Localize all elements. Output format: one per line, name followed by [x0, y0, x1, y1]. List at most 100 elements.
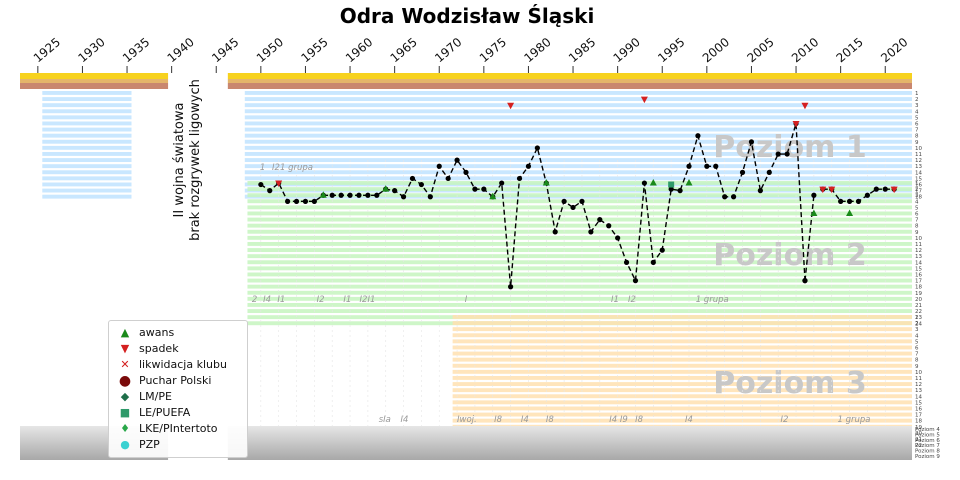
right-tick-l2-3: 3 — [915, 193, 919, 199]
placement-point-0-1987 — [588, 229, 594, 235]
placement-point-0-1958 — [329, 192, 335, 198]
right-tick-l1-1: 1 — [915, 91, 919, 97]
marker-awans-0 — [319, 191, 327, 198]
group-label-17: I8 — [494, 415, 503, 425]
level2-row-22-0 — [247, 309, 912, 313]
level2-row-2-0 — [247, 187, 912, 191]
right-tick-l2-22: 22 — [915, 309, 922, 315]
level3-row-11-0 — [452, 376, 912, 380]
level2-row-15-0 — [247, 266, 912, 271]
level3-row-5-0 — [452, 339, 912, 344]
placement-point-2-2017 — [855, 198, 862, 204]
marker-spadek-8 — [275, 180, 283, 188]
placement-point-0-1989 — [606, 223, 612, 229]
placement-point-0-1990 — [615, 235, 621, 241]
level2-row-6-0 — [247, 211, 912, 216]
placement-point-2-2018 — [864, 192, 871, 198]
placement-point-0-2001 — [713, 163, 719, 169]
level1-row-6-1 — [244, 121, 912, 126]
level3-row-2-0 — [452, 321, 912, 325]
right-tick-l3-19: 19 — [915, 425, 922, 431]
marker-le-16 — [668, 181, 675, 188]
right-tick-l2-19: 19 — [915, 291, 922, 297]
right-tick-l3-16: 16 — [915, 407, 922, 413]
right-tick-l2-8: 8 — [915, 224, 919, 230]
level2-row-12-0 — [247, 248, 912, 252]
x-tick-label-1985: 1985 — [566, 35, 598, 65]
level1-row-11-0 — [42, 152, 132, 156]
right-tick-l1-4: 4 — [915, 109, 919, 115]
level3-row-18-0 — [452, 418, 912, 423]
x-tick-label-1990: 1990 — [611, 35, 643, 65]
group-label-6: I2 — [317, 295, 325, 305]
right-tick-l3-15: 15 — [915, 400, 922, 406]
level1-row-3-0 — [42, 103, 132, 108]
placement-point-0-1977 — [499, 180, 505, 186]
x-tick-label-2005: 2005 — [744, 35, 776, 65]
war-note-line-1: II wojna światowa — [172, 102, 187, 218]
level1-row-7-1 — [244, 127, 912, 132]
level1-row-8-0 — [42, 133, 132, 138]
level1-row-14-1 — [244, 170, 912, 175]
placement-point-0-2005 — [748, 139, 755, 145]
level3-row-1-0 — [452, 315, 912, 319]
right-tick-l2-14: 14 — [915, 260, 922, 266]
group-label-24: 1 grupa — [838, 415, 871, 425]
level1-row-16-0 — [42, 182, 132, 187]
level1-watermark: Poziom 1 — [713, 130, 867, 165]
right-tick-l1-3: 3 — [915, 103, 919, 109]
x-tick-label-2010: 2010 — [789, 35, 821, 65]
dot-icon: ● — [120, 438, 130, 451]
x-tick-label-1970: 1970 — [432, 35, 464, 65]
thin-diamond-icon: ♦ — [120, 422, 130, 435]
placement-point-0-2006 — [757, 188, 763, 194]
right-tick-l3-3: 3 — [915, 327, 919, 333]
level2-row-17-0 — [247, 278, 912, 283]
legend-item-lepuefa: ■ LE/PUEFA — [115, 405, 190, 421]
placement-point-0-1960 — [347, 192, 353, 198]
marker-spadek-14 — [828, 186, 836, 194]
right-tick-l3-11: 11 — [915, 376, 922, 382]
triangle-up-icon: ▲ — [120, 326, 130, 339]
right-tick-l1-18: 18 — [915, 195, 922, 201]
level1-row-15-0 — [42, 176, 132, 181]
right-tick-lower-6: Poziom 9 — [915, 454, 940, 460]
placement-point-0-1995 — [659, 247, 665, 253]
right-tick-l3-9: 9 — [915, 364, 919, 370]
right-tick-l1-14: 14 — [915, 170, 922, 176]
level2-row-10-0 — [247, 235, 912, 240]
x-tick-label-2000: 2000 — [700, 35, 732, 65]
group-label-13: 1 grupa — [696, 295, 729, 305]
level3-row-7-0 — [452, 351, 912, 356]
placement-point-0-1955 — [302, 198, 309, 204]
level2-row-18-0 — [247, 284, 912, 289]
right-tick-l1-5: 5 — [915, 115, 919, 121]
group-label-4: I4 — [263, 295, 271, 305]
triangle-down-icon: ▼ — [120, 342, 130, 355]
placement-point-0-2004 — [739, 169, 746, 175]
level1-row-18-0 — [42, 194, 132, 199]
level2-row-14-0 — [247, 260, 912, 265]
right-tick-l2-1: 1 — [915, 181, 919, 187]
level2-row-19-0 — [247, 290, 912, 295]
level1-row-7-0 — [42, 127, 132, 132]
right-tick-lower-4: Poziom 7 — [915, 443, 940, 449]
group-label-3: 2 — [252, 295, 257, 305]
right-tick-l2-15: 15 — [915, 266, 922, 272]
placement-point-0-1961 — [356, 192, 362, 198]
marker-awans-1 — [382, 185, 390, 192]
right-tick-l3-2: 2 — [915, 321, 919, 327]
right-tick-lower-5: Poziom 8 — [915, 449, 940, 455]
right-tick-l3-13: 13 — [915, 388, 922, 394]
right-tick-l3-22: 22 — [915, 443, 922, 449]
square-icon: ■ — [119, 406, 131, 419]
right-tick-l2-7: 7 — [915, 218, 919, 224]
placement-point-0-1985 — [570, 204, 576, 211]
right-tick-l3-7: 7 — [915, 352, 919, 358]
placement-point-0-1983 — [552, 229, 558, 235]
group-label-2: 1 grupa — [280, 163, 313, 173]
level3-row-6-0 — [452, 345, 912, 350]
top-stripe-orange-1 — [227, 79, 912, 83]
x-tick-label-1955: 1955 — [298, 35, 330, 65]
placement-point-0-1993 — [641, 180, 648, 186]
